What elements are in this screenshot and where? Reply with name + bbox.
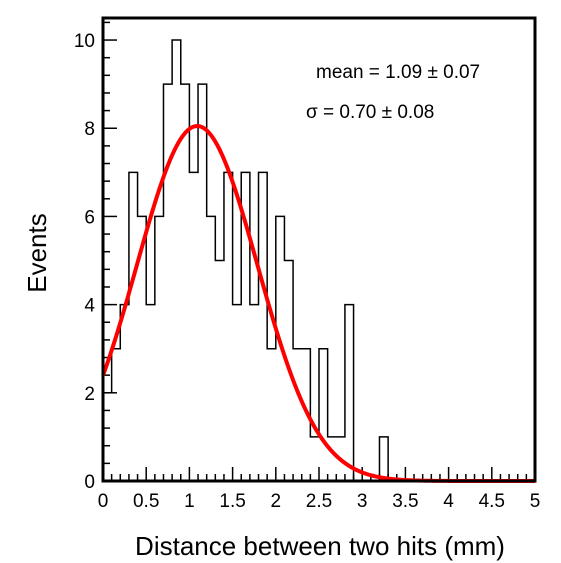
x-tick-label: 1.5 — [219, 491, 245, 512]
x-tick-label: 3 — [357, 491, 368, 512]
x-tick-label: 0 — [98, 491, 109, 512]
annotation-sigma: σ = 0.70 ± 0.08 — [306, 102, 434, 123]
x-tick-label: 1 — [184, 491, 195, 512]
x-tick-label: 2.5 — [306, 491, 332, 512]
x-axis-title: Distance between two hits (mm) — [135, 531, 505, 561]
y-tick-label: 8 — [84, 119, 95, 140]
y-tick-label: 4 — [84, 296, 95, 317]
x-tick-label: 4 — [443, 491, 454, 512]
plot-frame — [101, 16, 537, 483]
x-tick-label: 4.5 — [479, 491, 505, 512]
x-tick-label: 5 — [530, 491, 541, 512]
x-tick-label: 0.5 — [133, 491, 159, 512]
x-tick-label: 2 — [271, 491, 282, 512]
y-tick-label: 6 — [84, 207, 95, 228]
y-axis-title: Events — [22, 213, 52, 293]
annotation-mean: mean = 1.09 ± 0.07 — [316, 62, 480, 83]
x-axis-ticks — [102, 467, 536, 481]
x-axis-tick-labels: 0 0.5 1 1.5 2 2.5 3 3.5 4 4.5 5 — [98, 491, 541, 512]
y-tick-label: 0 — [84, 472, 95, 493]
x-tick-label: 3.5 — [392, 491, 418, 512]
y-axis-tick-labels: 0 2 4 6 8 10 — [74, 31, 96, 493]
y-tick-label: 10 — [74, 31, 95, 52]
y-axis-ticks — [103, 21, 117, 482]
y-tick-label: 2 — [84, 384, 95, 405]
